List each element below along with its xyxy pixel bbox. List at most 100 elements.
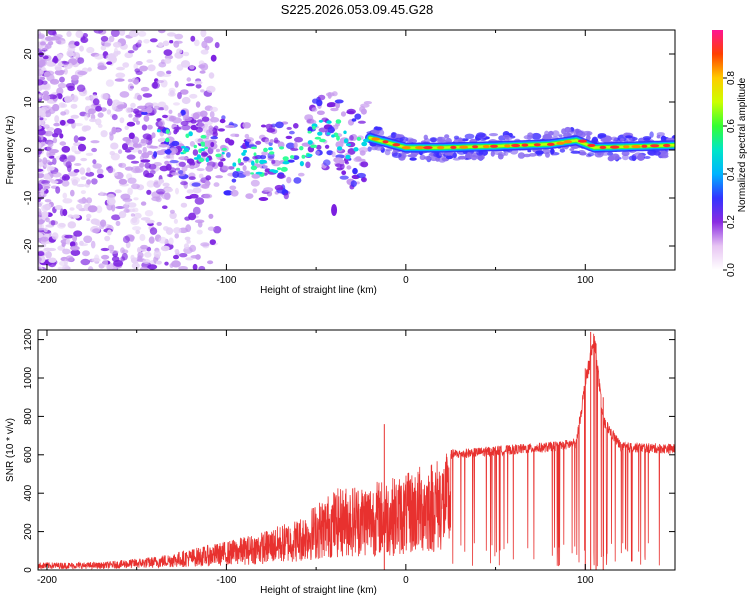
signal-blob [242,156,250,162]
noise-blob [135,229,140,235]
signal-blob [375,126,382,131]
noise-blob [118,149,123,154]
peak-spot [577,139,588,143]
signal-blob [350,180,357,188]
signal-blob [177,112,182,118]
noise-blob [100,219,107,227]
colorbar-tick-label: 0.0 [726,263,737,277]
signal-blob [326,102,337,108]
noise-blob [41,204,49,212]
signal-clump [310,144,318,149]
y-tick-label: 600 [23,446,34,463]
noise-blob [151,81,160,89]
noise-blob [51,232,59,240]
signal-clump [250,146,257,150]
peak-spot [371,137,380,141]
noise-blob [76,203,83,210]
signal-blob [351,118,357,122]
noise-blob [43,83,50,89]
noise-blob [46,145,53,151]
noise-blob [107,98,113,107]
noise-blob [162,205,168,209]
noise-blob [72,214,80,219]
signal-clump [200,148,205,152]
signal-clump [253,152,257,157]
signal-blob [137,105,146,110]
signal-blob [139,162,145,168]
noise-blob [92,98,100,106]
signal-clump [268,147,273,151]
signal-clump [255,171,263,175]
colorbar-tick-label: 0.8 [726,71,737,85]
noise-blob [116,128,121,133]
noise-blob [52,31,57,37]
noise-blob [78,136,86,141]
signal-blob [363,101,372,105]
noise-blob [124,125,129,130]
signal-blob [527,132,534,138]
noise-blob [86,46,95,54]
noise-blob [79,45,84,52]
noise-blob [173,218,178,224]
noise-blob [87,205,98,213]
noise-blob [169,209,175,214]
signal-blob [597,133,607,138]
noise-blob [103,39,112,48]
signal-clump [255,159,259,164]
signal-blob [189,141,195,147]
signal-clump [237,158,242,164]
noise-blob [145,219,155,224]
signal-blob [305,161,311,169]
noise-blob [46,61,56,67]
noise-blob [55,186,61,194]
noise-blob [38,168,44,172]
isolated-blob [331,204,338,216]
noise-blob [71,145,77,153]
noise-blob [109,250,119,254]
noise-blob [111,114,118,121]
noise-blob [199,70,206,74]
noise-blob [38,125,42,130]
noise-blob [156,221,162,226]
noise-blob [114,189,122,194]
noise-blob [85,171,95,177]
signal-blob [346,165,352,170]
signal-blob [323,159,331,166]
y-tick-label: 200 [23,523,34,540]
y-tick-label: 1000 [23,366,34,389]
peak-spot [490,144,498,148]
noise-blob [100,45,107,51]
signal-clump [343,138,349,144]
signal-clump [306,153,313,157]
noise-blob [77,70,88,76]
noise-blob [66,31,72,37]
noise-blob [38,79,44,86]
noise-blob [135,61,143,66]
noise-blob [102,259,108,267]
noise-blob [112,266,117,270]
signal-blob [201,116,210,122]
peak-spot [521,143,529,147]
noise-blob [183,51,190,57]
noise-blob [80,157,88,162]
noise-blob [208,72,215,79]
signal-blob [355,181,360,185]
noise-blob [57,40,62,45]
signal-blob [258,197,269,201]
signal-clump [263,147,268,153]
noise-blob [41,211,49,217]
signal-blob [219,118,226,124]
noise-blob [186,189,194,194]
signal-blob [149,145,158,149]
noise-blob [185,83,195,87]
noise-blob [118,162,127,168]
noise-blob [40,41,46,46]
signal-blob [316,144,322,150]
noise-blob [149,38,158,43]
noise-blob [120,247,125,254]
signal-blob [289,130,295,135]
signal-clump [272,169,279,174]
noise-blob [42,104,51,110]
noise-blob [185,195,193,200]
y-tick-label: 800 [23,408,34,425]
